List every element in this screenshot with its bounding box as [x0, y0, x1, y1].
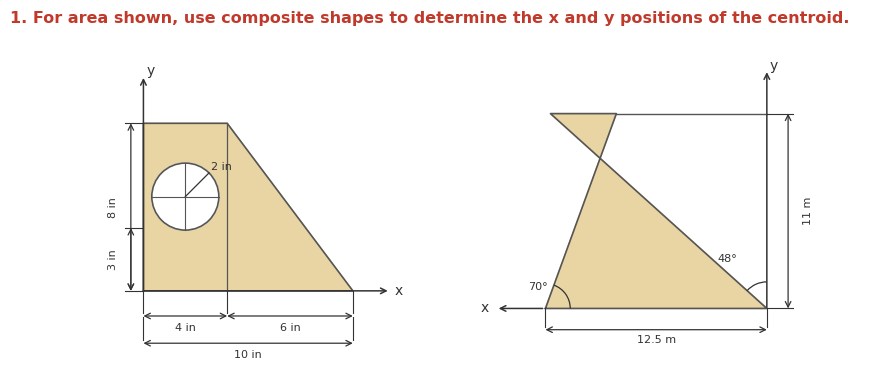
Text: 2 in: 2 in: [211, 162, 232, 172]
Polygon shape: [545, 114, 766, 308]
Text: y: y: [769, 59, 778, 73]
Polygon shape: [144, 123, 353, 291]
Text: y: y: [147, 64, 155, 78]
Text: 48°: 48°: [718, 254, 737, 264]
Text: 11 m: 11 m: [802, 197, 813, 225]
Text: 4 in: 4 in: [175, 322, 196, 333]
Circle shape: [151, 163, 219, 230]
Text: x: x: [480, 301, 489, 316]
Text: 8 in: 8 in: [108, 197, 118, 217]
Text: 12.5 m: 12.5 m: [637, 335, 676, 345]
Text: 3 in: 3 in: [108, 249, 118, 270]
Text: 1. For area shown, use composite shapes to determine the x and y positions of th: 1. For area shown, use composite shapes …: [10, 11, 850, 26]
Text: 6 in: 6 in: [280, 322, 300, 333]
Text: 10 in: 10 in: [234, 350, 262, 360]
Text: x: x: [395, 284, 403, 298]
Text: 70°: 70°: [528, 282, 548, 292]
